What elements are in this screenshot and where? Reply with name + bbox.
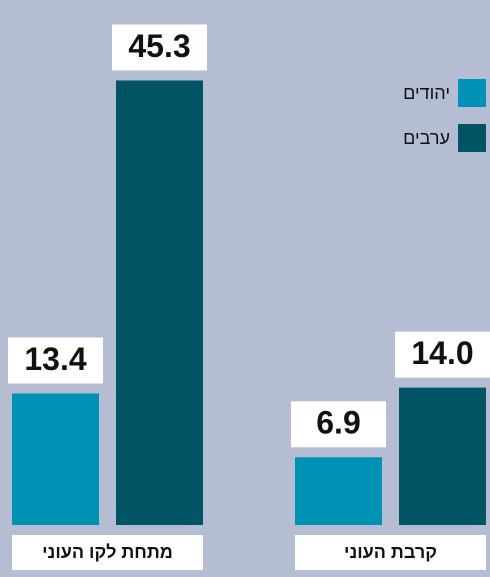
category-box xyxy=(295,535,486,570)
category-label: מתחת לקו העוני xyxy=(42,542,173,562)
value-label: 13.4 xyxy=(24,341,86,377)
legend-swatch xyxy=(458,124,486,152)
value-label: 6.9 xyxy=(316,405,360,441)
bar xyxy=(12,393,99,525)
legend-label: יהודים xyxy=(403,83,450,103)
value-label: 45.3 xyxy=(128,28,190,64)
bar xyxy=(295,457,382,525)
value-box xyxy=(8,337,103,384)
category-label: קרבת העוני xyxy=(344,542,437,562)
value-box xyxy=(395,331,490,378)
bar xyxy=(399,387,486,525)
legend-swatch xyxy=(458,79,486,107)
value-box xyxy=(112,24,207,71)
bar xyxy=(116,80,203,526)
legend-label: ערבים xyxy=(403,128,450,148)
value-box xyxy=(291,401,386,448)
category-box xyxy=(12,535,203,570)
value-label: 14.0 xyxy=(411,335,473,371)
